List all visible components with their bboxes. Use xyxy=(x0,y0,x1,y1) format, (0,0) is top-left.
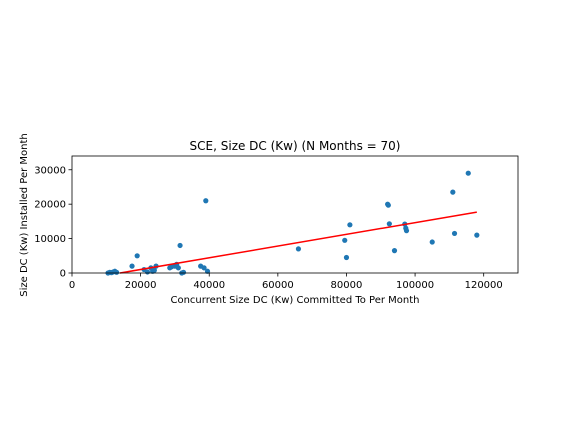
data-point xyxy=(429,239,435,245)
plot-area xyxy=(71,155,519,276)
data-point xyxy=(465,170,471,176)
y-tick-label: 10000 xyxy=(34,234,66,245)
x-tick-label: 80000 xyxy=(331,280,363,291)
axes-frame xyxy=(71,155,519,274)
data-point xyxy=(451,230,458,237)
data-point xyxy=(177,242,183,249)
x-tick-label: 40000 xyxy=(193,280,225,291)
data-point xyxy=(403,228,410,234)
y-axis: 0 10000 20000 30000 xyxy=(34,165,72,280)
data-point xyxy=(204,268,211,274)
x-tick-label: 60000 xyxy=(262,280,294,291)
data-point xyxy=(295,246,302,252)
y-tick-label: 20000 xyxy=(34,200,66,211)
y-tick-label: 0 xyxy=(60,269,66,280)
chart-title: SCE, Size DC (Kw) (N Months = 70) xyxy=(190,139,401,153)
data-point xyxy=(180,269,187,275)
x-axis-label: Concurrent Size DC (Kw) Committed To Per… xyxy=(170,295,419,306)
data-point xyxy=(175,265,181,271)
x-tick-label: 120000 xyxy=(465,280,503,291)
data-point xyxy=(343,254,350,261)
x-tick-label: 100000 xyxy=(396,280,434,291)
data-point xyxy=(201,265,207,271)
data-point xyxy=(474,232,480,238)
x-tick-label: 20000 xyxy=(125,280,157,291)
data-point xyxy=(342,237,348,243)
x-tick-label: 0 xyxy=(69,280,75,291)
data-point xyxy=(114,269,120,275)
data-point xyxy=(151,267,157,273)
y-tick-label: 30000 xyxy=(34,165,66,176)
data-point xyxy=(385,202,391,208)
data-point xyxy=(129,263,135,269)
data-point xyxy=(347,222,353,228)
data-point xyxy=(450,189,456,195)
trend-line xyxy=(119,211,477,274)
data-point xyxy=(391,248,398,254)
data-point xyxy=(386,221,392,227)
y-axis-label: Size DC (Kw) Installed Per Month xyxy=(19,133,30,297)
x-axis: 0 20000 40000 60000 80000 100000 120000 xyxy=(69,273,503,291)
data-point xyxy=(144,269,151,275)
data-point xyxy=(134,253,140,259)
data-point xyxy=(203,198,209,204)
